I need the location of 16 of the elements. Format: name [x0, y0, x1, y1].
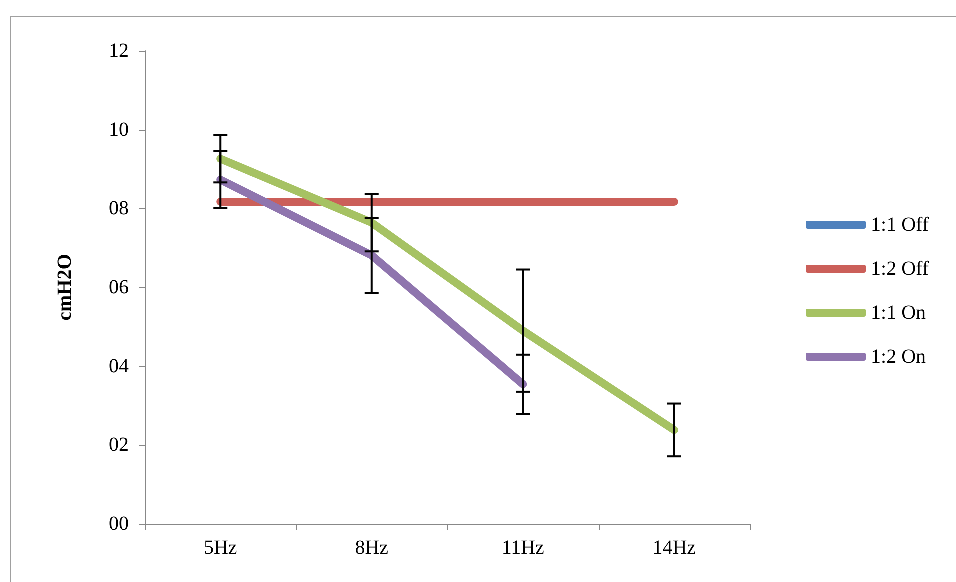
y-tick-label: 02 [109, 434, 129, 456]
legend-label: 1:2 On [871, 346, 926, 368]
legend-label: 1:1 Off [871, 214, 930, 236]
y-tick-label: 06 [109, 276, 129, 298]
y-tick-label: 10 [109, 118, 129, 141]
legend-label: 1:2 Off [871, 258, 930, 280]
y-tick-label: 08 [109, 198, 129, 220]
y-tick-label: 12 [109, 40, 129, 62]
x-tick-label: 5Hz [204, 537, 238, 559]
y-axis-title: cmH2O [54, 254, 76, 321]
x-tick-label: 14Hz [652, 537, 696, 559]
y-tick-label: 00 [109, 513, 129, 535]
legend-label: 1:1 On [871, 302, 926, 324]
x-tick-label: 11Hz [502, 537, 545, 559]
x-tick-label: 8Hz [355, 537, 389, 559]
y-tick-label: 04 [109, 355, 129, 378]
